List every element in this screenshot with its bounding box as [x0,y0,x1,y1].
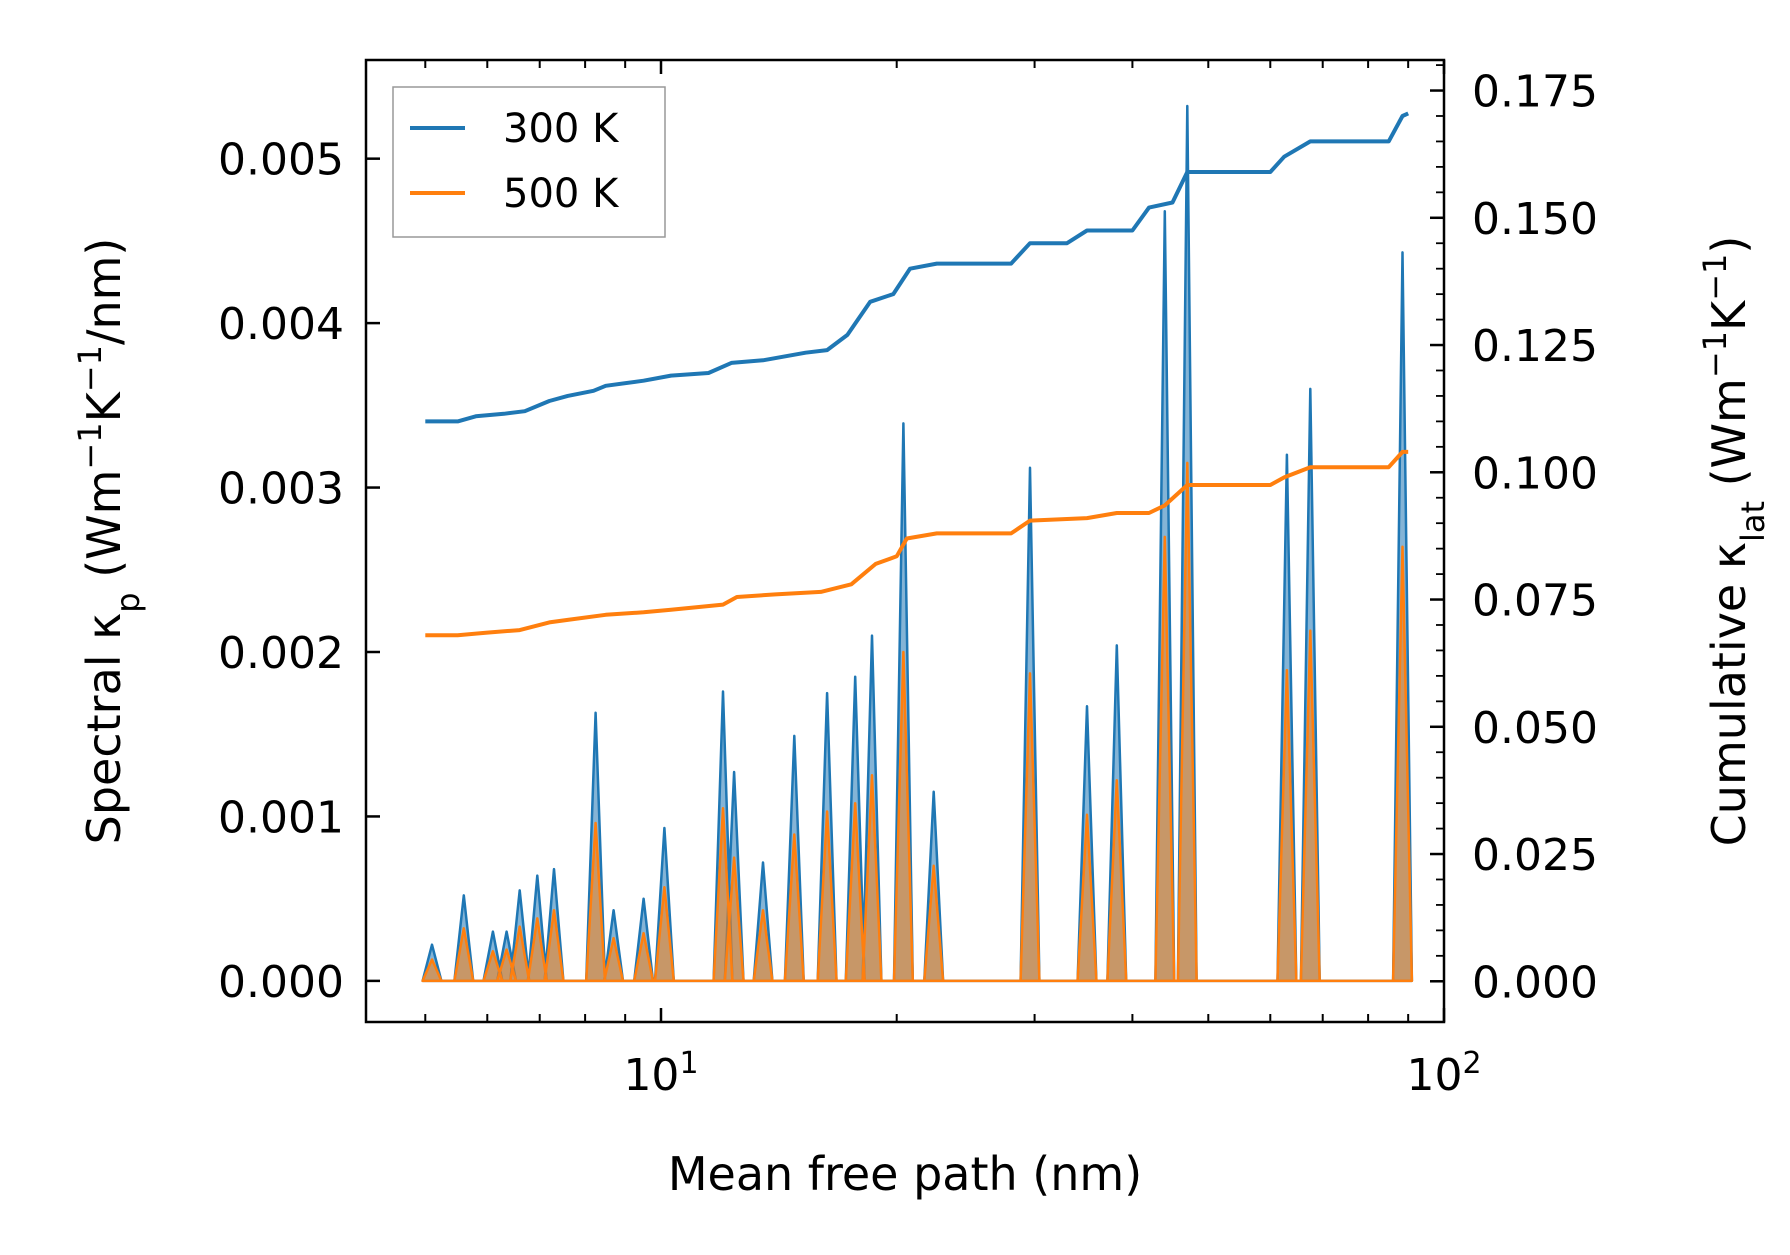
y-right-axis-title: Cumulative κlat (Wm−1K−1) [1696,236,1772,847]
y-right-tick-label: 0.025 [1472,830,1598,881]
plot-frame [364,58,1446,1024]
y-left-tick-label: 0.000 [218,957,344,1008]
y-right-tick-label: 0.150 [1472,194,1598,245]
y-right-tick-label: 0.075 [1472,576,1598,627]
y-left-tick-label: 0.001 [218,792,344,843]
legend-label-300k: 300 K [503,106,620,152]
y-right-tick-label: 0.050 [1472,703,1598,754]
tick-labels: 101 102 0.000 0.001 0.002 0.003 0.004 0.005 0.00… [218,67,1598,1101]
y-left-tick-label: 0.005 [218,135,344,186]
y-left-tick-label: 0.002 [218,628,344,679]
legend: 300 K 500 K [392,86,666,238]
x-tick-label: 101 [623,1046,698,1102]
axis-ticks [366,60,1446,1022]
spectral-fills [421,104,1414,983]
y-right-tick-label: 0.100 [1472,448,1598,499]
y-left-tick-label: 0.004 [218,299,344,350]
y-right-tick-label: 0.175 [1472,67,1598,118]
x-tick-label: 102 [1406,1046,1481,1102]
y-right-tick-label: 0.000 [1472,957,1598,1008]
y-left-tick-label: 0.003 [218,464,344,515]
x-axis-title: Mean free path (nm) [668,1147,1142,1201]
y-left-axis-title: Spectral κp (Wm−1K−1/nm) [71,238,147,845]
spectral-area-500k [421,461,1414,983]
legend-box [392,86,666,238]
cumulative-line-500k [425,449,1409,638]
legend-label-500k: 500 K [503,171,620,217]
y-right-tick-label: 0.125 [1472,321,1598,372]
cumulative-lines [425,111,1410,638]
cumulative-line-300k [425,111,1410,424]
